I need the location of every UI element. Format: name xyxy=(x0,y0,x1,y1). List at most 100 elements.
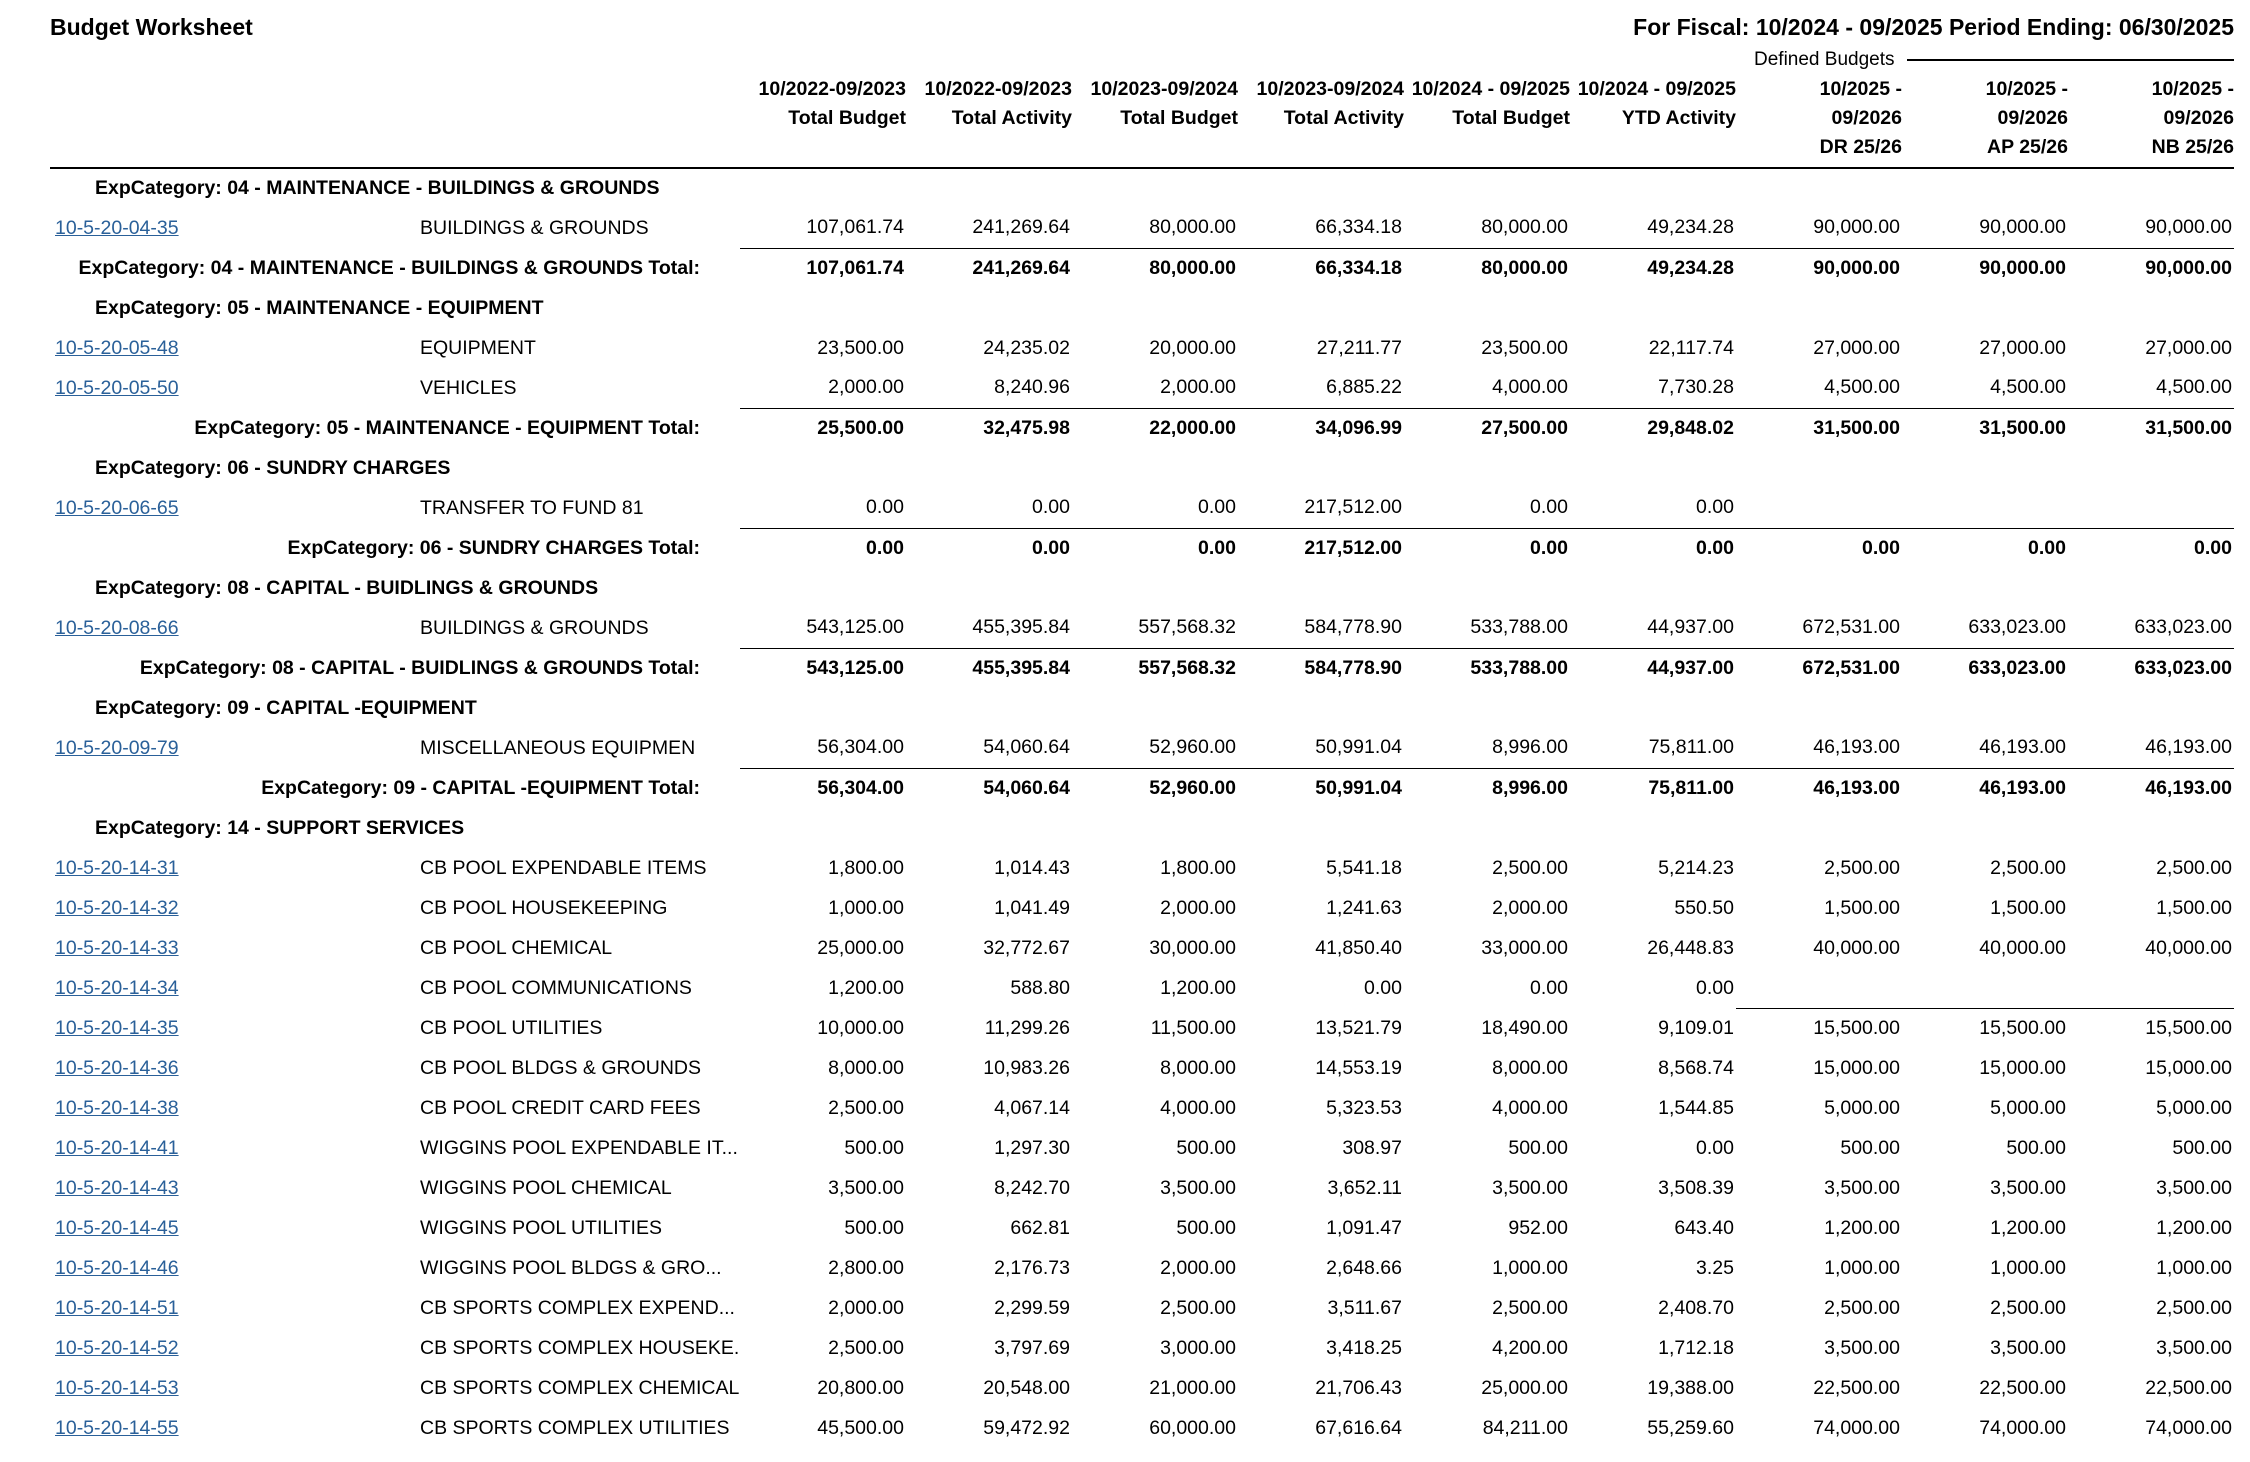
account-link[interactable]: 10-5-20-14-51 xyxy=(55,1296,179,1319)
account-link[interactable]: 10-5-20-05-48 xyxy=(55,336,179,359)
account-cell: 10-5-20-14-32 xyxy=(50,888,410,928)
amount-cell: 11,299.26 xyxy=(984,1016,1070,1039)
account-link[interactable]: 10-5-20-14-52 xyxy=(55,1336,179,1359)
account-cell: 10-5-20-14-34 xyxy=(50,968,410,1008)
account-description: WIGGINS POOL CHEMICAL xyxy=(420,1176,672,1199)
table-header-row: 10/2022-09/2023 Total Budget 10/2022-09/20… xyxy=(50,75,2234,169)
amount-cell: 46,193.00 xyxy=(2068,728,2234,769)
amount-cell: 50,991.04 xyxy=(1238,728,1404,769)
account-description: WIGGINS POOL EXPENDABLE IT... xyxy=(420,1136,738,1159)
account-link[interactable]: 10-5-20-14-53 xyxy=(55,1376,179,1399)
amount-cell: 0.00 xyxy=(1530,976,1568,999)
account-description: MISCELLANEOUS EQUIPMEN xyxy=(420,736,696,759)
category-header-row: ExpCategory: 06 - SUNDRY CHARGES xyxy=(50,448,2234,488)
category-header-row: ExpCategory: 14 - SUPPORT SERVICES xyxy=(50,808,2234,848)
amount-cell: 1,000.00 xyxy=(2156,1256,2232,1279)
amount-cell: 80,000.00 xyxy=(1072,208,1238,249)
defined-budgets-rule xyxy=(1906,59,2234,61)
account-description: CB POOL EXPENDABLE ITEMS xyxy=(420,856,707,879)
amount-cell: 8,000.00 xyxy=(1492,1056,1568,1079)
column-label: YTD Activity xyxy=(1621,107,1736,129)
amount-cell: 23,500.00 xyxy=(1481,336,1568,359)
amount-cell: 5,323.53 xyxy=(1326,1096,1402,1119)
category-total-row: ExpCategory: 05 - MAINTENANCE - EQUIPMEN… xyxy=(50,408,2234,448)
amount-cell: 46,193.00 xyxy=(1736,728,1902,769)
amount-cell: 4,500.00 xyxy=(1736,368,1902,409)
column-label: 09/2026 xyxy=(1831,107,1903,129)
category-header: ExpCategory: 08 - CAPITAL - BUIDLINGS & … xyxy=(95,576,599,599)
table-row: 10-5-20-14-52 CB SPORTS COMPLEX HOUSEKE..… xyxy=(50,1328,2234,1368)
amount-cell: 15,500.00 xyxy=(1979,1016,2066,1039)
table-row: 10-5-20-14-51 CB SPORTS COMPLEX EXPEND...… xyxy=(50,1288,2234,1328)
category-total-amount: 584,778.90 xyxy=(1304,656,1402,679)
category-total-amount: 54,060.64 xyxy=(983,776,1070,799)
amount-cell: 2,500.00 xyxy=(1160,1296,1236,1319)
account-link[interactable]: 10-5-20-08-66 xyxy=(55,616,179,639)
column-header-4: 10/2023-09/2024 Total Activity xyxy=(1238,75,1404,169)
account-cell: 10-5-20-14-55 xyxy=(50,1408,410,1448)
amount-cell: 8,240.96 xyxy=(906,368,1072,409)
amount-cell: 1,014.43 xyxy=(994,856,1070,879)
account-link[interactable]: 10-5-20-14-35 xyxy=(55,1016,179,1039)
amount-cell: 500.00 xyxy=(844,1216,904,1239)
amount-cell: 0.00 xyxy=(1570,488,1736,529)
amount-cell: 2,500.00 xyxy=(2156,856,2232,879)
account-cell: 10-5-20-14-31 xyxy=(50,848,410,888)
amount-cell: 2,500.00 xyxy=(828,1336,904,1359)
amount-cell: 22,500.00 xyxy=(1813,1376,1900,1399)
category-total-row: ExpCategory: 04 - MAINTENANCE - BUILDING… xyxy=(50,248,2234,288)
account-description: CB POOL HOUSEKEEPING xyxy=(420,896,668,919)
account-link[interactable]: 10-5-20-05-50 xyxy=(55,376,179,399)
amount-cell: 27,000.00 xyxy=(1979,336,2066,359)
account-cell: 10-5-20-04-35 xyxy=(50,208,410,248)
account-link[interactable]: 10-5-20-14-36 xyxy=(55,1056,179,1079)
amount-cell: 241,269.64 xyxy=(906,208,1072,249)
column-header-8: 10/2025 - 09/2026 AP 25/26 xyxy=(1902,75,2068,169)
table-row: 10-5-20-06-65 TRANSFER TO FUND 81 0.00 0.00… xyxy=(50,488,2234,529)
account-link[interactable]: 10-5-20-14-38 xyxy=(55,1096,179,1119)
description-column-header xyxy=(410,75,740,169)
amount-cell: 40,000.00 xyxy=(2145,936,2232,959)
category-total-label: ExpCategory: 05 - MAINTENANCE - EQUIPMEN… xyxy=(194,416,700,439)
category-header: ExpCategory: 06 - SUNDRY CHARGES xyxy=(95,456,451,479)
amount-cell: 8,996.00 xyxy=(1404,728,1570,769)
category-header-row: ExpCategory: 09 - CAPITAL -EQUIPMENT xyxy=(50,688,2234,728)
account-link[interactable]: 10-5-20-14-46 xyxy=(55,1256,179,1279)
category-header: ExpCategory: 14 - SUPPORT SERVICES xyxy=(95,816,465,839)
amount-cell: 4,000.00 xyxy=(1492,1096,1568,1119)
category-total-amount: 0.00 xyxy=(1862,536,1900,559)
amount-cell: 15,000.00 xyxy=(1813,1056,1900,1079)
account-link[interactable]: 10-5-20-14-34 xyxy=(55,976,179,999)
account-link[interactable]: 10-5-20-14-32 xyxy=(55,896,179,919)
account-cell: 10-5-20-14-43 xyxy=(50,1168,410,1208)
account-link[interactable]: 10-5-20-14-43 xyxy=(55,1176,179,1199)
table-row: 10-5-20-14-33 CB POOL CHEMICAL 25,000.00 32… xyxy=(50,928,2234,968)
table-row: 10-5-20-14-43 WIGGINS POOL CHEMICAL 3,500.… xyxy=(50,1168,2234,1208)
category-total-amount: 0.00 xyxy=(2194,536,2232,559)
account-link[interactable]: 10-5-20-14-33 xyxy=(55,936,179,959)
account-link[interactable]: 10-5-20-14-31 xyxy=(55,856,179,879)
column-header-6: 10/2024 - 09/2025 YTD Activity xyxy=(1570,75,1736,169)
column-label: Total Activity xyxy=(1283,107,1404,129)
amount-cell: 21,706.43 xyxy=(1315,1376,1402,1399)
table-row: 10-5-20-14-46 WIGGINS POOL BLDGS & GRO...… xyxy=(50,1248,2234,1288)
amount-cell: 4,000.00 xyxy=(1160,1096,1236,1119)
amount-cell: 643.40 xyxy=(1674,1216,1734,1239)
category-total-amount: 90,000.00 xyxy=(1979,256,2066,279)
account-link[interactable]: 10-5-20-14-41 xyxy=(55,1136,179,1159)
amount-cell: 1,500.00 xyxy=(1824,896,1900,919)
account-link[interactable]: 10-5-20-14-45 xyxy=(55,1216,179,1239)
account-link[interactable]: 10-5-20-09-79 xyxy=(55,736,179,759)
account-link[interactable]: 10-5-20-06-65 xyxy=(55,496,179,519)
account-link[interactable]: 10-5-20-14-55 xyxy=(55,1416,179,1439)
amount-cell: 5,000.00 xyxy=(1990,1096,2066,1119)
amount-cell: 952.00 xyxy=(1508,1216,1568,1239)
amount-cell: 10,983.26 xyxy=(983,1056,1070,1079)
account-description: BUILDINGS & GROUNDS xyxy=(420,216,649,239)
amount-cell: 455,395.84 xyxy=(906,608,1072,649)
amount-cell xyxy=(1736,968,1902,1009)
account-cell: 10-5-20-14-36 xyxy=(50,1048,410,1088)
category-total-label: ExpCategory: 09 - CAPITAL -EQUIPMENT Tot… xyxy=(261,776,700,799)
account-link[interactable]: 10-5-20-04-35 xyxy=(55,216,179,239)
amount-cell: 4,000.00 xyxy=(1404,368,1570,409)
